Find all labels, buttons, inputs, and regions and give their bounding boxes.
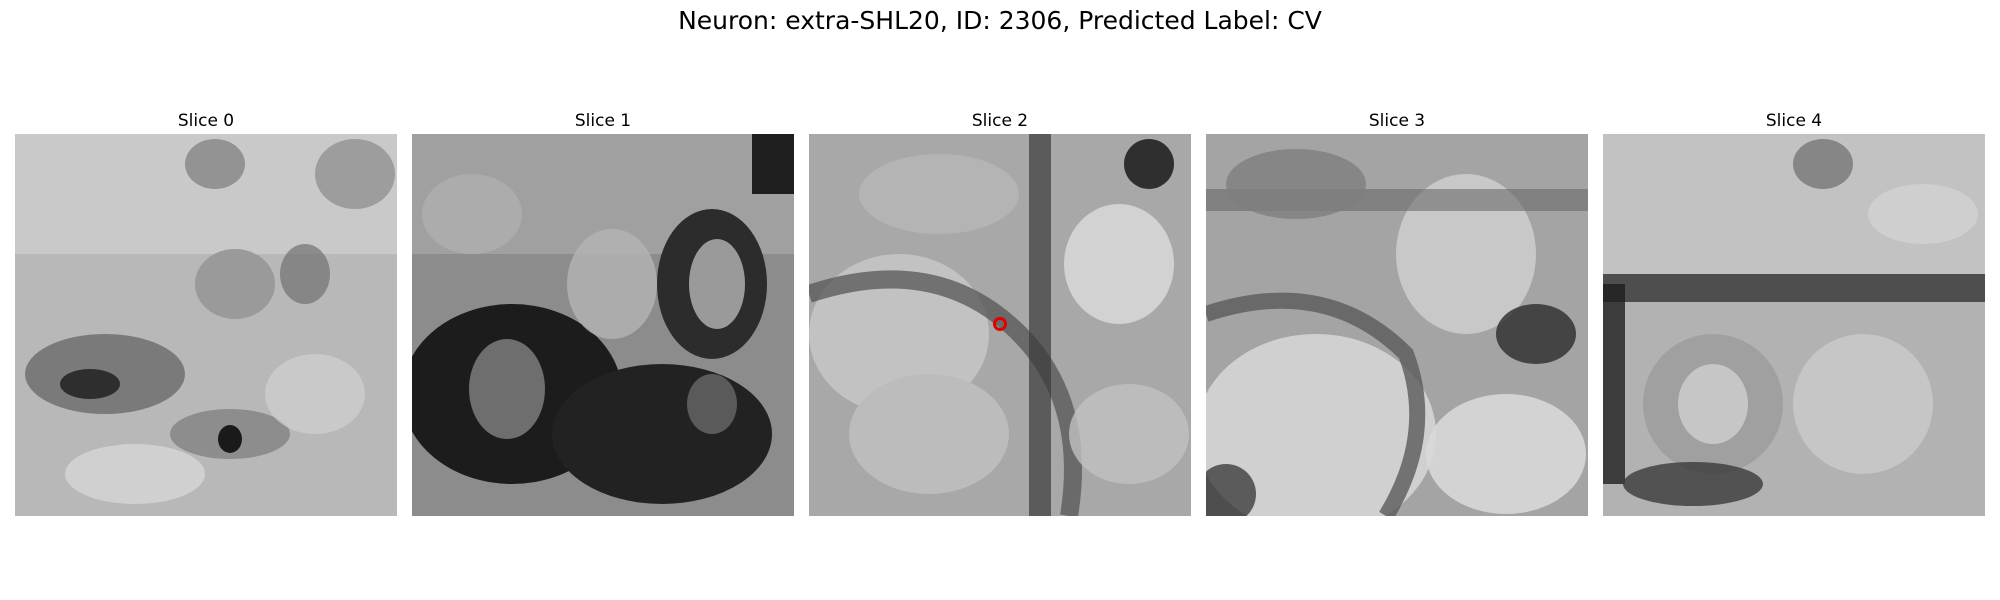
slice-panel-1: Slice 1 bbox=[412, 108, 794, 516]
figure-title: Neuron: extra-SHL20, ID: 2306, Predicted… bbox=[678, 6, 1322, 35]
slice-image bbox=[15, 134, 397, 516]
slice-label: Slice 1 bbox=[574, 111, 632, 131]
slice-image bbox=[412, 134, 794, 516]
slice-panel-4: Slice 4 bbox=[1603, 108, 1985, 516]
slice-image bbox=[1206, 134, 1588, 516]
slice-image bbox=[809, 134, 1191, 516]
slice-label: Slice 3 bbox=[1368, 111, 1426, 131]
slice-label: Slice 0 bbox=[177, 111, 235, 131]
slice-image bbox=[1603, 134, 1985, 516]
slice-panel-0: Slice 0 bbox=[15, 108, 397, 516]
slice-panel-2: Slice 2 bbox=[809, 108, 1191, 516]
target-marker bbox=[993, 317, 1007, 331]
slice-label: Slice 4 bbox=[1765, 111, 1823, 131]
slice-label: Slice 2 bbox=[971, 111, 1029, 131]
slice-panel-3: Slice 3 bbox=[1206, 108, 1588, 516]
